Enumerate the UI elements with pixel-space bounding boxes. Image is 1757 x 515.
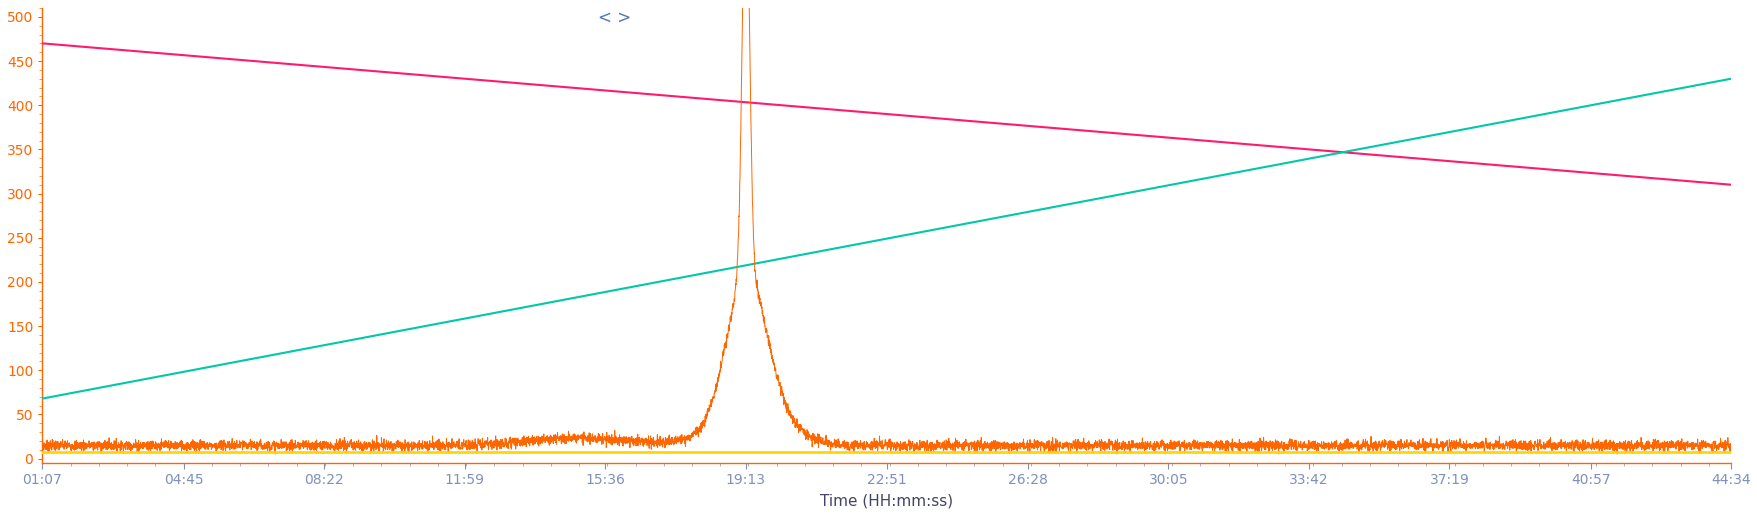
Text: < >: < > <box>597 9 631 27</box>
X-axis label: Time (HH:mm:ss): Time (HH:mm:ss) <box>821 493 952 508</box>
